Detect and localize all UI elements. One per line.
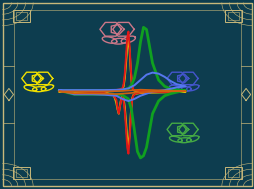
Bar [14,10,240,179]
Bar [227,12,238,20]
Bar [227,169,238,177]
Bar [13,167,30,179]
Bar [13,10,30,22]
Bar [224,10,241,22]
Bar [16,169,27,177]
Bar [224,167,241,179]
Bar [16,12,27,20]
